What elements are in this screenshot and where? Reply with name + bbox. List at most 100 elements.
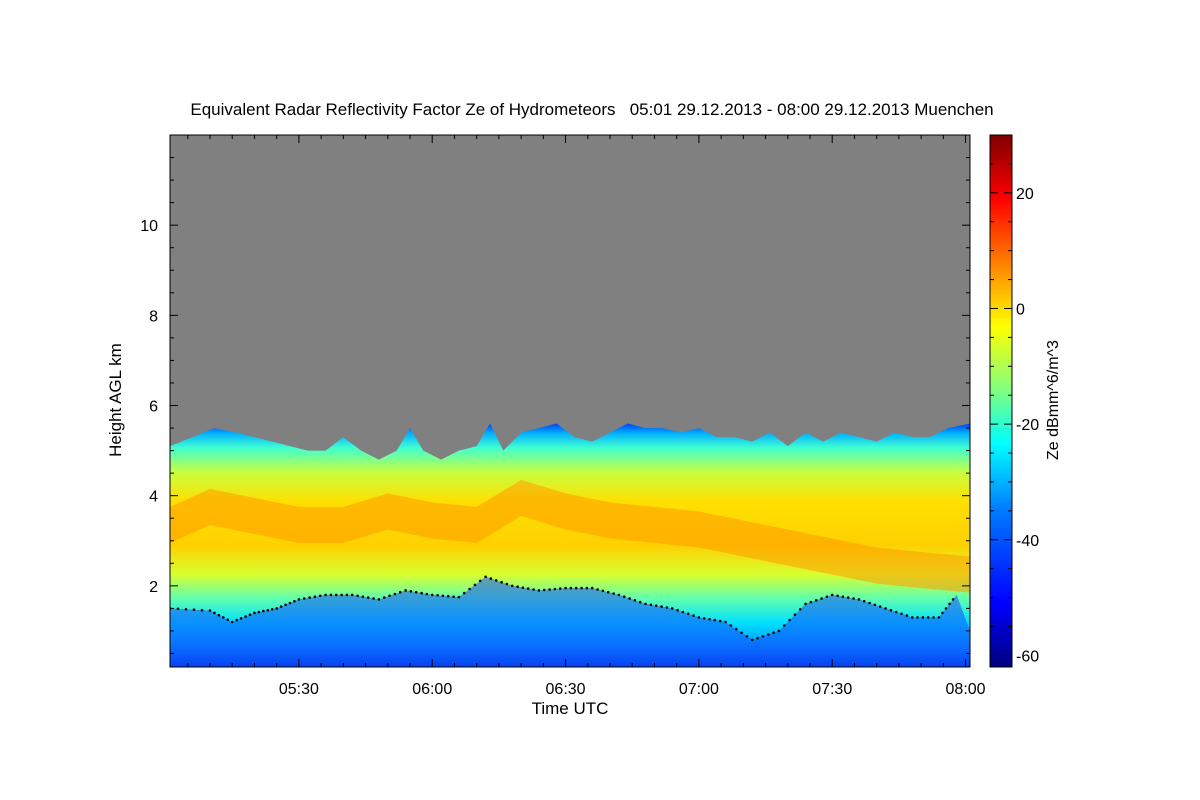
cloud-base-point <box>462 591 466 595</box>
cloud-base-point <box>382 596 386 599</box>
cloud-base-point <box>793 613 797 616</box>
cloud-base-point <box>868 601 871 605</box>
cloud-base-point <box>740 631 743 634</box>
cloud-base-point <box>293 599 296 603</box>
cloud-base-point <box>846 596 850 599</box>
cloud-base-point <box>809 600 813 604</box>
cloud-base-point <box>745 635 749 638</box>
cloud-base-point <box>446 594 450 598</box>
cloud-base-point <box>425 592 429 596</box>
cloud-base-point <box>708 617 711 621</box>
cloud-base-point <box>905 614 909 617</box>
weak-echo-region <box>170 576 970 667</box>
x-tick-label: 07:00 <box>679 681 719 698</box>
cloud-base-point <box>830 593 834 597</box>
cloud-base-point <box>862 599 866 603</box>
cloud-base-point <box>622 595 626 598</box>
cloud-base-point <box>420 591 423 595</box>
cloud-base-point <box>852 597 855 600</box>
cloud-base-point <box>184 608 188 611</box>
cloud-base-point <box>510 584 514 588</box>
cloud-base-point <box>585 586 589 590</box>
cloud-base-point <box>500 580 503 584</box>
cloud-base-point <box>916 616 919 619</box>
cloud-base-point <box>841 595 845 598</box>
cloud-base-point <box>628 597 631 600</box>
colorbar-tick-label: 20 <box>1016 186 1034 203</box>
x-tick-label: 05:30 <box>279 681 319 698</box>
cloud-base-point <box>257 610 261 614</box>
cloud-base-point <box>878 605 882 608</box>
y-axis-label: Height AGL km <box>106 343 125 457</box>
cloud-base-point <box>334 593 338 597</box>
cloud-base-point <box>393 592 397 596</box>
cloud-base-point <box>275 607 279 610</box>
cloud-base-point <box>266 608 270 612</box>
cloud-base-point <box>734 627 738 631</box>
cloud-base-point <box>814 599 818 602</box>
colorbar-tick-label: 0 <box>1016 301 1025 318</box>
cloud-base-point <box>569 586 573 590</box>
x-axis-label: Time UTC <box>532 699 609 718</box>
plot-area <box>170 423 970 667</box>
cloud-base-point <box>702 617 706 620</box>
plot-frame <box>169 134 971 668</box>
cloud-base-point <box>697 616 701 619</box>
cloud-base-point <box>248 613 252 616</box>
cloud-base-point <box>724 620 727 624</box>
cloud-base-point <box>340 593 343 597</box>
colorbar-tick-label: -40 <box>1016 533 1039 550</box>
cloud-base-point <box>782 624 786 627</box>
cloud-base-point <box>176 607 180 611</box>
cloud-base-point <box>729 624 733 627</box>
cloud-base-point <box>606 590 610 594</box>
cloud-base-point <box>516 585 519 588</box>
colorbar-tick-label: -60 <box>1016 648 1039 665</box>
cloud-base-point <box>900 612 903 616</box>
cloud-base-point <box>612 592 615 595</box>
cloud-base-point <box>244 615 247 618</box>
x-axis: 05:30 06:00 06:30 07:00 07:30 08:00 <box>187 135 986 698</box>
cloud-base-point <box>921 616 925 619</box>
cloud-base-point <box>941 611 944 615</box>
cloud-base-point <box>558 587 562 590</box>
cloud-base-point <box>313 595 317 598</box>
cloud-base-point <box>601 589 605 593</box>
cloud-base-point <box>436 594 439 597</box>
cloud-base-point <box>596 588 599 591</box>
cloud-base-point <box>356 594 359 598</box>
cloud-base-point <box>302 597 306 600</box>
cloud-base-point <box>660 605 663 608</box>
cloud-base-point <box>654 604 658 607</box>
cloud-base-point <box>772 631 775 634</box>
cloud-base-point <box>676 608 679 612</box>
cloud-base-point <box>345 593 349 597</box>
cloud-base-point <box>452 595 455 598</box>
cloud-base-point <box>404 589 407 592</box>
cloud-base-point <box>633 599 637 602</box>
cloud-base-point <box>226 618 230 621</box>
cloud-base-point <box>644 602 647 606</box>
cloud-base-point <box>213 611 216 615</box>
cloud-base-point <box>777 629 781 633</box>
cloud-base-point <box>681 610 685 614</box>
cloud-base-point <box>686 612 690 616</box>
y-tick-label: 2 <box>149 579 158 596</box>
cloud-base-point <box>761 635 765 638</box>
colorbar-tick-label: -20 <box>1016 417 1039 434</box>
cloud-base-point <box>430 593 434 597</box>
cloud-base-point <box>542 588 546 592</box>
cloud-base-point <box>788 618 791 622</box>
cloud-base-point <box>329 593 333 597</box>
cloud-base-point <box>798 608 802 611</box>
cloud-base-point <box>649 603 653 607</box>
cloud-base-point <box>478 579 482 583</box>
cloud-base-point <box>857 598 861 601</box>
cloud-base-point <box>884 607 887 610</box>
cloud-base-point <box>253 611 256 615</box>
y-tick-label: 8 <box>149 308 158 325</box>
cloud-base-point <box>473 583 477 587</box>
cloud-base-point <box>932 616 935 619</box>
cloud-base-point <box>670 607 674 610</box>
cloud-base-point <box>889 608 893 612</box>
